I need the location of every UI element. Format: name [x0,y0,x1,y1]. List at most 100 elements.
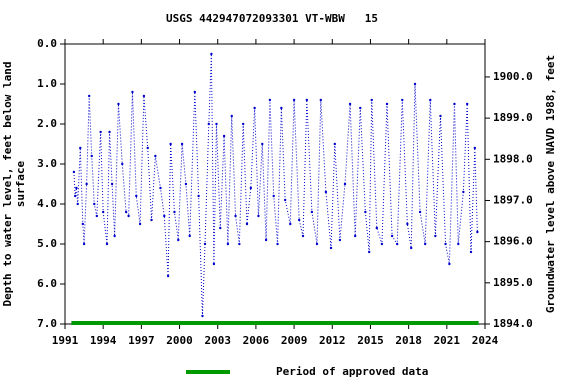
y-tick-label: 3.0 [37,157,57,170]
data-point [241,122,245,126]
data-point [268,98,272,102]
data-point [457,242,460,246]
data-point [135,194,138,198]
data-point [272,194,275,198]
data-point [297,218,301,222]
data-point [324,190,328,194]
data-point [197,194,200,198]
y-tick-label: 1.0 [37,77,57,90]
data-point [105,242,109,246]
data-point [127,214,130,218]
data-point [380,242,384,246]
data-point [93,202,96,206]
data-point [353,234,357,238]
y-tick-label: 4.0 [37,197,57,210]
data-point [173,210,176,214]
y2-axis-label: Groundwater level above NAVD 1988, feet [544,55,557,313]
data-point [283,198,287,202]
data-point [159,186,162,190]
data-point [73,194,77,198]
x-tick-label: 2003 [204,334,231,347]
data-point [99,130,102,134]
data-point [131,90,134,94]
data-point [370,98,373,102]
data-point [108,130,111,134]
data-point [177,238,180,242]
y2-tick-label: 1899.0 [493,111,533,124]
data-point [146,146,149,150]
y2-tick-label: 1897.0 [493,193,533,206]
data-point [207,122,211,126]
data-point [75,186,78,190]
y2-tick-label: 1895.0 [493,276,533,289]
data-point [434,234,437,238]
data-point [226,242,230,246]
data-point [476,230,479,234]
data-point [201,314,204,318]
data-point [154,154,157,158]
data-point [212,262,216,266]
data-point [121,162,124,166]
y-tick-label: 0.0 [37,37,57,50]
data-point [245,222,249,226]
data-point [423,242,427,246]
data-point [188,234,191,238]
x-tick-label: 2021 [434,334,461,347]
data-point [219,226,222,230]
data-point [166,274,170,278]
data-point [465,102,469,106]
data-point [343,182,347,186]
data-point [215,122,218,126]
data-point [222,134,226,138]
data-point [418,210,422,214]
data-point [72,170,76,174]
data-point [193,90,197,94]
y-tick-label: 5.0 [37,237,57,250]
data-point [81,222,85,226]
data-point [90,154,93,158]
x-tick-label: 2009 [281,334,308,347]
data-point [301,234,305,238]
chart-title: USGS 442947072093301 VT-WBW 15 [166,12,378,25]
data-point [292,98,296,102]
plot-frame [64,43,486,325]
data-point [238,242,241,246]
data-point [429,98,432,102]
x-tick-label: 2000 [166,334,193,347]
x-tick-label: 1997 [128,334,155,347]
data-point [359,106,362,110]
y2-tick-label: 1896.0 [493,235,533,248]
data-point [150,218,153,222]
data-point [315,242,319,246]
data-point [364,210,367,214]
data-point [395,242,399,246]
data-point [180,142,184,146]
data-point [305,98,309,102]
data-point [142,94,146,98]
data-point [319,98,323,102]
data-point [234,214,237,218]
data-point [439,114,442,118]
data-point [406,222,409,226]
x-tick-label: 2018 [395,334,422,347]
y-tick-label: 6.0 [37,277,57,290]
data-point [329,246,333,250]
data-point [367,250,371,254]
data-point [289,222,292,226]
data-point [469,250,473,254]
data-point [110,182,114,186]
y-tick-label: 7.0 [37,317,57,330]
data-point [163,214,166,218]
data-point [79,146,82,150]
data-point [413,82,417,86]
x-tick-label: 2006 [243,334,270,347]
data-point [390,234,394,238]
data-point [184,182,188,186]
data-point [333,142,337,146]
x-tick-label: 2024 [472,334,499,347]
data-point [348,102,352,106]
x-tick-label: 2012 [319,334,346,347]
data-point [203,242,207,246]
